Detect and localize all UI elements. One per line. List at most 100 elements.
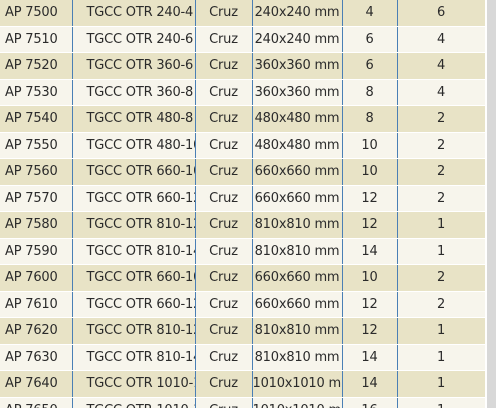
dimensions-cell: 810x810 mm	[251, 344, 342, 371]
product-code-cell: AP 7590	[0, 238, 72, 265]
dimensions-cell: 360x360 mm	[251, 52, 342, 80]
model-name-cell: TGCC OTR 660-10	[71, 264, 195, 292]
quantity-cell: 6	[341, 26, 397, 53]
dimensions-cell: 660x660 mm	[251, 158, 342, 186]
quantity-cell: 14	[341, 238, 397, 265]
quantity-cell: 4	[341, 0, 397, 27]
model-name-cell: TGCC OTR 810-12	[71, 317, 195, 345]
dimensions-cell: 660x660 mm	[251, 264, 342, 292]
type-cell: Cruz	[194, 79, 252, 106]
table-row: AP 7530 TGCC OTR 360-8 Cruz 360x360 mm 8 4	[0, 79, 485, 106]
table-body: AP 7500 TGCC OTR 240-4 Cruz 240x240 mm 4 6 AP …	[0, 0, 485, 408]
pack-count-cell: 2	[396, 185, 485, 212]
dimensions-cell: 360x360 mm	[251, 79, 342, 106]
quantity-cell: 14	[341, 370, 397, 398]
product-table: AP 7500 TGCC OTR 240-4 Cruz 240x240 mm 4 6 AP …	[0, 0, 485, 408]
quantity-cell: 16	[341, 397, 397, 408]
pack-count-cell: 2	[396, 291, 485, 318]
product-code-cell: AP 7500	[0, 0, 72, 27]
product-code-cell: AP 7650	[0, 397, 72, 408]
product-code-cell: AP 7550	[0, 132, 72, 159]
product-code-cell: AP 7530	[0, 79, 72, 106]
pack-count-cell: 2	[396, 105, 485, 133]
model-name-cell: TGCC OTR 810-14	[71, 344, 195, 371]
table-row: AP 7630 TGCC OTR 810-14 Cruz 810x810 mm 14 1	[0, 344, 485, 371]
dimensions-cell: 240x240 mm	[251, 0, 342, 27]
model-name-cell: TGCC OTR 360-8	[71, 79, 195, 106]
model-name-cell: TGCC OTR 1010-14	[71, 370, 195, 398]
pack-count-cell: 2	[396, 264, 485, 292]
dimensions-cell: 1010x1010 mm	[251, 397, 342, 408]
pack-count-cell: 4	[396, 79, 485, 106]
dimensions-cell: 660x660 mm	[251, 291, 342, 318]
pack-count-cell: 1	[396, 211, 485, 239]
quantity-cell: 12	[341, 317, 397, 345]
model-name-cell: TGCC OTR 660-12	[71, 185, 195, 212]
type-cell: Cruz	[194, 370, 252, 398]
dimensions-cell: 240x240 mm	[251, 26, 342, 53]
quantity-cell: 12	[341, 291, 397, 318]
product-code-cell: AP 7540	[0, 105, 72, 133]
dimensions-cell: 1010x1010 mm	[251, 370, 342, 398]
model-name-cell: TGCC OTR 480-8	[71, 105, 195, 133]
product-code-cell: AP 7580	[0, 211, 72, 239]
table-row: AP 7580 TGCC OTR 810-12 Cruz 810x810 mm 12 1	[0, 211, 485, 239]
type-cell: Cruz	[194, 317, 252, 345]
dimensions-cell: 480x480 mm	[251, 105, 342, 133]
model-name-cell: TGCC OTR 660-10	[71, 158, 195, 186]
model-name-cell: TGCC OTR 1010-16	[71, 397, 195, 408]
pack-count-cell: 2	[396, 158, 485, 186]
pack-count-cell: 4	[396, 26, 485, 53]
type-cell: Cruz	[194, 291, 252, 318]
product-code-cell: AP 7510	[0, 26, 72, 53]
quantity-cell: 8	[341, 79, 397, 106]
pack-count-cell: 4	[396, 52, 485, 80]
pack-count-cell: 1	[396, 238, 485, 265]
model-name-cell: TGCC OTR 360-6	[71, 52, 195, 80]
side-shadow-bar	[487, 0, 496, 408]
table-row: AP 7550 TGCC OTR 480-10 Cruz 480x480 mm 10 2	[0, 132, 485, 159]
dimensions-cell: 810x810 mm	[251, 238, 342, 265]
table-row: AP 7500 TGCC OTR 240-4 Cruz 240x240 mm 4 6	[0, 0, 485, 27]
pack-count-cell: 1	[396, 344, 485, 371]
type-cell: Cruz	[194, 52, 252, 80]
type-cell: Cruz	[194, 397, 252, 408]
product-code-cell: AP 7520	[0, 52, 72, 80]
table-row: AP 7590 TGCC OTR 810-14 Cruz 810x810 mm 14 1	[0, 238, 485, 265]
quantity-cell: 6	[341, 52, 397, 80]
type-cell: Cruz	[194, 185, 252, 212]
product-code-cell: AP 7630	[0, 344, 72, 371]
table-row: AP 7650TGCC OTR 1010-16Cruz1010x1010 mm1…	[0, 397, 485, 408]
quantity-cell: 14	[341, 344, 397, 371]
table-row: AP 7600 TGCC OTR 660-10 Cruz 660x660 mm 10 2	[0, 264, 485, 292]
pack-count-cell: 1	[396, 317, 485, 345]
quantity-cell: 12	[341, 211, 397, 239]
type-cell: Cruz	[194, 344, 252, 371]
product-code-cell: AP 7620	[0, 317, 72, 345]
pack-count-cell: 2	[396, 132, 485, 159]
model-name-cell: TGCC OTR 810-12	[71, 211, 195, 239]
quantity-cell: 8	[341, 105, 397, 133]
product-code-cell: AP 7640	[0, 370, 72, 398]
product-code-cell: AP 7570	[0, 185, 72, 212]
type-cell: Cruz	[194, 158, 252, 186]
model-name-cell: TGCC OTR 240-4	[71, 0, 195, 27]
dimensions-cell: 660x660 mm	[251, 185, 342, 212]
table-row: AP 7540 TGCC OTR 480-8 Cruz 480x480 mm 8 2	[0, 105, 485, 133]
model-name-cell: TGCC OTR 810-14	[71, 238, 195, 265]
pack-count-cell: 1	[396, 397, 485, 408]
table-row: AP 7510 TGCC OTR 240-6 Cruz 240x240 mm 6 4	[0, 26, 485, 53]
quantity-cell: 10	[341, 132, 397, 159]
dimensions-cell: 810x810 mm	[251, 211, 342, 239]
model-name-cell: TGCC OTR 660-12	[71, 291, 195, 318]
table-row: AP 7520 TGCC OTR 360-6 Cruz 360x360 mm 6 4	[0, 52, 485, 80]
type-cell: Cruz	[194, 26, 252, 53]
type-cell: Cruz	[194, 132, 252, 159]
type-cell: Cruz	[194, 264, 252, 292]
table-row: AP 7610 TGCC OTR 660-12 Cruz 660x660 mm 12 2	[0, 291, 485, 318]
model-name-cell: TGCC OTR 480-10	[71, 132, 195, 159]
type-cell: Cruz	[194, 105, 252, 133]
product-code-cell: AP 7610	[0, 291, 72, 318]
pack-count-cell: 1	[396, 370, 485, 398]
